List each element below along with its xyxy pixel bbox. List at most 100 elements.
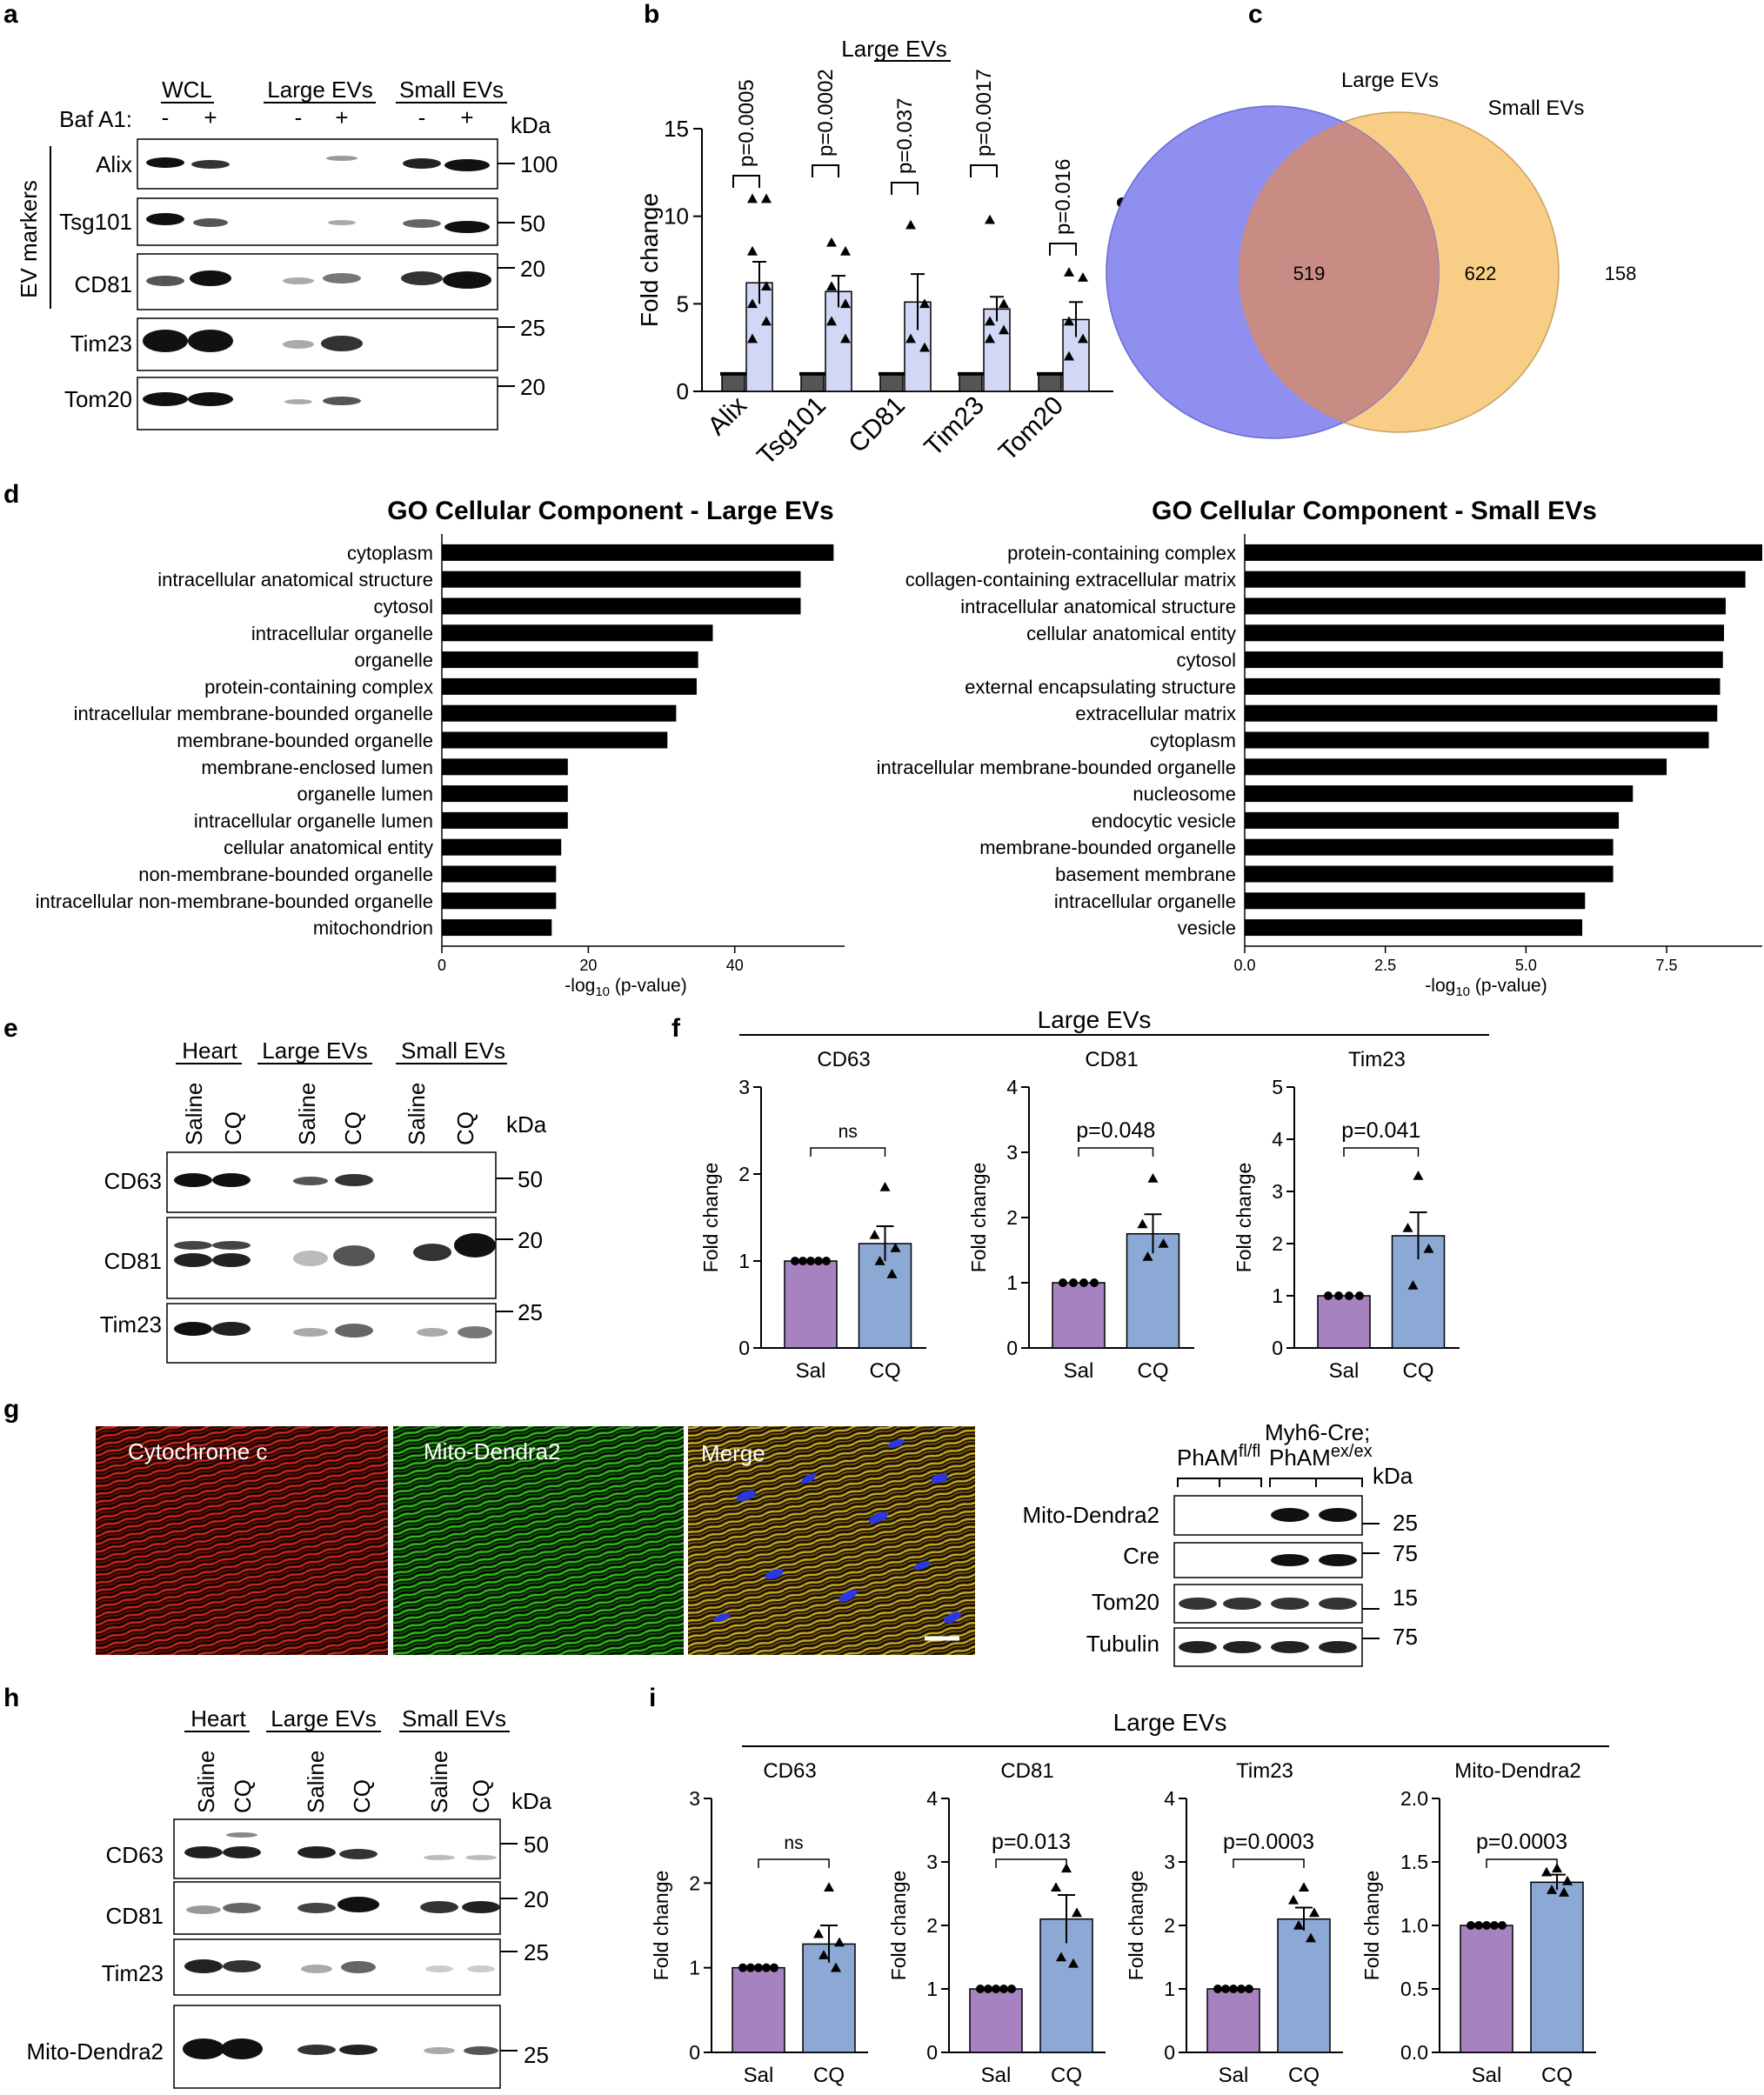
chart-d2-xtick-label: 0.0 [1233,957,1255,974]
chart-f-2-point-sal [1324,1291,1333,1300]
chart-i: Large EVs CD63 0 1 2 3 Fold change Sal CQ ns CD81 0… [650,1709,1609,2087]
chart-d2-category-label: intracellular anatomical structure [960,596,1236,617]
chart-i-1-point-cq [1068,1958,1079,1968]
chart-d1-category-label: intracellular non-membrane-bounded organ… [36,891,433,912]
chart-d2-category-label: nucleosome [1133,784,1236,805]
chart-i-2-point-cq [1309,1907,1320,1918]
chart-i-2-xtick-label: Sal [1219,2064,1249,2087]
venn-label-small: Small EVs [1488,97,1585,120]
chart-i-3-point-sal [1482,1921,1491,1930]
chart-f-2-point-cq [1423,1244,1434,1253]
chart-i-3-point-cq [1559,1887,1569,1897]
chart-f-1-ylabel: Fold change [967,1163,990,1273]
chart-i-0-point-sal [770,1963,778,1972]
chart-i-0-point-cq [834,1937,845,1947]
chart-i-3-point-cq [1547,1885,1557,1894]
chart-d1-bar [442,597,801,615]
chart-d1-title: GO Cellular Component - Large EVs [387,497,833,525]
chart-i-1-point-sal [976,1985,985,1993]
chart-i-group-title: Large EVs [1113,1709,1227,1736]
chart-f-group-title: Large EVs [1038,1006,1152,1033]
chart-d1-category-label: cytoplasm [347,542,433,564]
chart-f-0-point-cq [886,1269,898,1278]
panel-label-f: f [672,1014,681,1043]
chart-b-bar-dmso [800,373,825,392]
chart-d2-bar [1245,704,1718,722]
chart-i-3-point-sal [1467,1921,1475,1930]
chart-i-0-point-cq [813,1928,824,1938]
chart-i-2-bar-cq [1277,1918,1331,2053]
chart-d2-bar [1245,892,1586,910]
chart-d2-category-label: basement membrane [1055,864,1236,885]
chart-f-2-ytick-label: 3 [1272,1180,1283,1203]
blot-e-lane: CQ [340,1111,366,1145]
chart-i-1-ytick-label: 3 [926,1851,938,1873]
chart-d2-category-label: protein-containing complex [1007,542,1236,564]
chart-b-point [1078,333,1088,344]
blot-e-lane: Saline [181,1083,207,1145]
chart-b-point [905,219,916,230]
chart-i-1-point-sal [984,1985,992,1993]
chart-f-1-ytick-label: 4 [1006,1076,1018,1098]
blot-e-marker: 20 [518,1227,543,1253]
chart-d1-category-label: membrane-enclosed lumen [201,757,433,778]
chart-b-title: Large EVs [841,36,946,62]
blot-e-marker: 25 [518,1299,543,1325]
chart-d1-category-label: membrane-bounded organelle [177,730,433,751]
blot-a-col-small: Small EVs [399,77,504,103]
chart-i-0-point-cq [819,1950,829,1959]
blot-h-lane: Saline [193,1751,219,1813]
chart-i-2-xtick-label: CQ [1288,2064,1320,2087]
blot-h-marker: 20 [524,1886,549,1912]
chart-d2-bar [1245,865,1614,883]
chart-d2-category-label: external encapsulating structure [965,676,1236,697]
chart-d1-bar [442,811,568,829]
image-label: Merge [701,1440,765,1466]
chart-i-1-ytick-label: 1 [926,1978,938,2000]
chart-f-1-point-cq [1142,1251,1153,1261]
chart-i-2-sig-label: p=0.0003 [1223,1830,1314,1854]
chart-i-0-ytick-label: 3 [689,1787,700,1810]
blot-e-lane: Saline [294,1083,320,1145]
chart-b-point [826,237,837,247]
chart-d1-xtick-label: 20 [579,957,597,974]
blot-g-marker: 75 [1393,1540,1418,1566]
chart-b-point [747,193,758,203]
chart-f-0-point-cq [890,1243,901,1252]
chart-f-0-ylabel: Fold change [699,1163,722,1273]
chart-f-0-point-cq [874,1256,885,1265]
chart-d2-bar [1245,838,1614,856]
chart-i-3-bar-cq [1530,1881,1584,2053]
blot-a-unit: kDa [511,112,551,138]
chart-f-2-sig-bracket [1343,1147,1420,1157]
chart-f-2-sig-label: p=0.041 [1341,1118,1420,1143]
chart-i-0-ylabel: Fold change [650,1871,672,1981]
blot-a-sign: - [418,104,426,130]
chart-b-pvalue: p=0.0005 [735,79,758,167]
chart-f-1-point-sal [1059,1278,1067,1287]
blot-g-group2-line1: Myh6-Cre; [1265,1419,1370,1445]
chart-i-1-sig-bracket [995,1858,1067,1868]
chart-i-3-point-sal [1490,1921,1499,1930]
chart-i-0-ytick-label: 1 [689,1957,700,1979]
chart-i-3-xtick-label: Sal [1472,2064,1502,2087]
chart-i-1-xtick-label: Sal [981,2064,1012,2087]
chart-b-sig-bracket [970,164,998,177]
chart-f-1-point-cq [1158,1238,1169,1248]
blot-a-sign: - [295,104,303,130]
chart-i-1-point-cq [1072,1907,1082,1918]
blot-e-lane: Saline [404,1083,430,1145]
chart-i-0-xtick-label: CQ [813,2064,845,2087]
blot-h-lane: CQ [349,1779,375,1813]
micrograph-cytochrome-c [96,1426,388,1655]
chart-d2-xtick-label: 2.5 [1374,957,1396,974]
chart-i-2-point-sal [1229,1985,1238,1993]
chart-i-0-point-sal [746,1963,755,1972]
blot-a-sign: + [460,104,473,130]
blot-a-col-large: Large EVs [267,77,372,103]
blot-a-marker: 20 [520,256,545,282]
blot-e-col: Large EVs [262,1037,367,1064]
chart-f-2-xtick-label: CQ [1403,1359,1434,1383]
chart-b-point [761,281,772,290]
blot-h-row-label: Tim23 [102,1960,164,1986]
